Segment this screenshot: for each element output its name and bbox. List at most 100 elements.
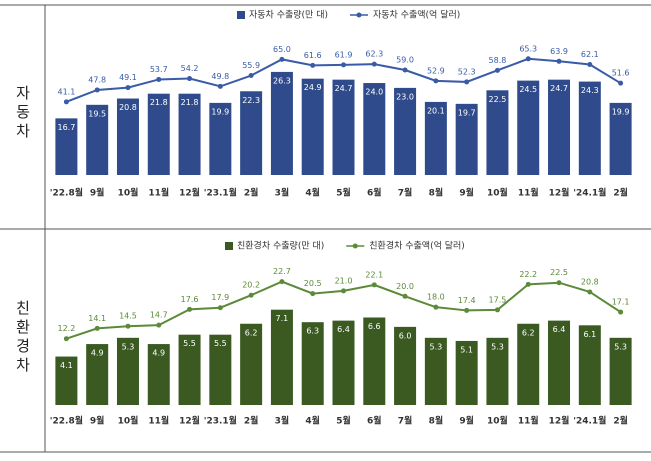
bar	[86, 104, 109, 175]
bar-value-label: 6.3	[306, 327, 319, 336]
bar-value-label: 19.7	[458, 108, 476, 117]
bar	[455, 340, 478, 405]
line-value-label: 62.3	[365, 50, 383, 59]
bar-value-label: 4.1	[60, 361, 73, 370]
bar	[517, 80, 540, 175]
bar-value-label: 6.4	[337, 325, 350, 334]
line-marker	[63, 99, 69, 105]
bar-value-label: 5.3	[430, 342, 443, 351]
line-marker	[310, 291, 316, 297]
line-marker	[187, 76, 193, 82]
bar	[270, 71, 293, 175]
line-value-label: 17.5	[489, 295, 507, 304]
line-value-label: 20.8	[581, 277, 599, 286]
legend-swatch	[225, 242, 233, 250]
line-value-label: 17.1	[612, 298, 630, 307]
legend-label: 친환경차 수출량(만 대)	[237, 240, 324, 252]
line-value-label: 51.6	[612, 69, 630, 78]
row-label: 친환경차	[14, 300, 32, 376]
line-value-label: 14.5	[119, 312, 137, 321]
x-tick-label: 11월	[148, 415, 169, 427]
bar	[86, 344, 109, 405]
line-marker	[248, 73, 254, 79]
line-value-label: 65.3	[519, 44, 537, 53]
line-value-label: 17.9	[211, 293, 229, 302]
line-value-label: 61.9	[335, 50, 353, 59]
bar-value-label: 6.0	[399, 331, 412, 340]
bar	[240, 323, 263, 405]
x-tick-label: '23.1월	[204, 415, 237, 427]
bar-value-label: 24.7	[335, 84, 353, 93]
legend-marker	[352, 243, 358, 249]
x-tick-label: 8월	[429, 415, 444, 427]
x-tick-label: 2월	[244, 415, 259, 427]
bar-value-label: 26.3	[273, 76, 291, 85]
bar	[363, 317, 386, 405]
bar	[517, 323, 540, 405]
line-marker	[217, 305, 223, 311]
line-value-label: 47.8	[88, 75, 106, 84]
line-value-label: 20.0	[396, 282, 414, 291]
bar	[486, 90, 509, 175]
x-tick-label: 10월	[118, 187, 139, 199]
bar-value-label: 5.1	[460, 345, 473, 354]
line-marker	[156, 76, 162, 82]
line-marker	[125, 323, 131, 329]
line-marker	[618, 309, 624, 315]
legend-label: 자동차 수출량(만 대)	[249, 9, 328, 21]
x-tick-label: 9월	[90, 415, 105, 427]
bar	[116, 98, 139, 175]
bar	[55, 118, 78, 175]
bar-value-label: 6.2	[522, 328, 535, 337]
line-marker	[402, 67, 408, 73]
line-marker	[433, 304, 439, 310]
line-marker	[94, 325, 100, 331]
legend-label: 자동차 수출액(억 달러)	[373, 9, 460, 21]
bar	[209, 102, 232, 175]
bar	[270, 309, 293, 405]
line-value-label: 41.1	[57, 87, 75, 96]
bar	[147, 344, 170, 405]
line-marker	[556, 58, 562, 64]
line-marker	[94, 87, 100, 93]
line-marker	[371, 61, 377, 67]
line-marker	[279, 279, 285, 285]
x-tick-label: 7월	[398, 415, 413, 427]
x-tick-label: 6월	[367, 415, 382, 427]
x-tick-label: 10월	[487, 415, 508, 427]
x-tick-label: '24.1월	[573, 187, 606, 199]
bar	[178, 334, 201, 405]
line-value-label: 52.9	[427, 66, 445, 75]
x-tick-label: 12월	[549, 415, 570, 427]
line-marker	[494, 67, 500, 73]
bar	[548, 320, 571, 405]
line-marker	[587, 289, 593, 295]
bar	[116, 337, 139, 405]
bar-value-label: 24.0	[365, 88, 383, 97]
line-marker	[341, 288, 346, 294]
line-value-label: 14.7	[150, 311, 168, 320]
line-value-label: 62.1	[581, 50, 599, 59]
bar	[394, 326, 417, 405]
row-label: 자동차	[14, 85, 32, 142]
x-tick-label: 10월	[118, 415, 139, 427]
bar-value-label: 22.5	[489, 95, 507, 104]
line-marker	[556, 280, 562, 286]
x-tick-label: '22.8월	[50, 415, 83, 427]
x-tick-label: 11월	[148, 187, 169, 199]
bar-value-label: 23.0	[396, 92, 414, 101]
bar-value-label: 5.3	[122, 342, 135, 351]
x-tick-label: 11월	[518, 415, 539, 427]
bar	[332, 79, 355, 175]
bar	[394, 87, 417, 175]
x-tick-label: 8월	[429, 187, 444, 199]
line-value-label: 54.2	[181, 64, 199, 73]
bar-value-label: 21.8	[181, 98, 199, 107]
line-value-label: 18.0	[427, 293, 445, 302]
bar-value-label: 7.1	[276, 314, 289, 323]
line-value-label: 22.5	[550, 268, 568, 277]
bar	[609, 337, 632, 405]
x-tick-label: 2월	[244, 187, 259, 199]
x-tick-label: 7월	[398, 187, 413, 199]
line-value-label: 17.4	[458, 296, 476, 305]
